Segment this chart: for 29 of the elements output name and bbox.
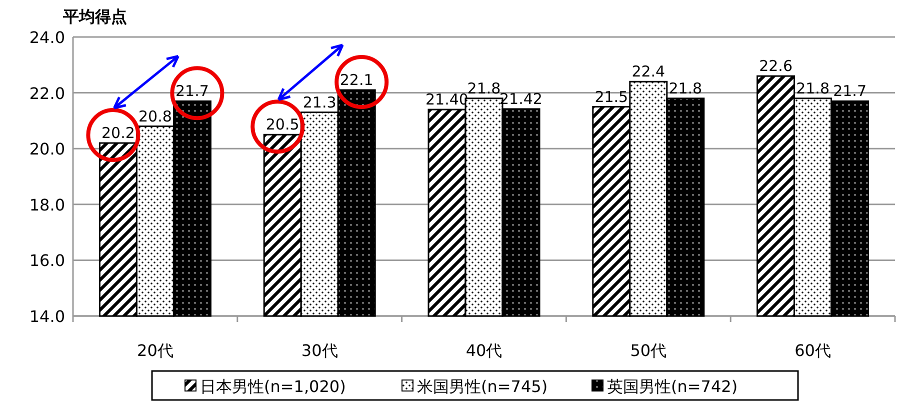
data-label: 21.7: [175, 82, 209, 100]
data-label: 22.1: [340, 71, 374, 90]
data-label: 21.8: [796, 79, 830, 98]
x-tick-label: 30代: [301, 341, 338, 360]
y-tick-label: 16.0: [29, 251, 65, 270]
data-label: 22.6: [759, 57, 793, 76]
data-label: 21.8: [467, 79, 501, 98]
data-label: 22.4: [632, 62, 666, 81]
y-tick-label: 24.0: [29, 28, 65, 47]
data-label: 21.3: [302, 93, 336, 112]
data-label: 20.2: [101, 124, 135, 142]
x-tick-label: 60代: [794, 341, 831, 360]
y-tick-label: 20.0: [29, 140, 65, 159]
data-label: 21.5: [594, 88, 628, 106]
x-tick-label: 40代: [466, 341, 502, 360]
data-label: 21.8: [668, 79, 702, 98]
x-tick-label: 20代: [137, 341, 174, 360]
data-label: 20.5: [266, 116, 300, 134]
y-axis-title: 平均得点: [62, 7, 127, 26]
legend-label: 英国男性(n=742): [607, 377, 738, 396]
legend-label: 日本男性(n=1,020): [200, 377, 346, 396]
y-tick-label: 18.0: [29, 195, 65, 214]
legend-label: 米国男性(n=745): [417, 377, 548, 396]
data-label: 21.7: [833, 82, 867, 100]
x-tick-label: 50代: [630, 341, 667, 360]
data-label: 21.42: [500, 90, 542, 108]
y-tick-label: 14.0: [29, 307, 65, 326]
y-tick-label: 22.0: [29, 84, 65, 103]
data-label: 20.8: [138, 107, 172, 126]
